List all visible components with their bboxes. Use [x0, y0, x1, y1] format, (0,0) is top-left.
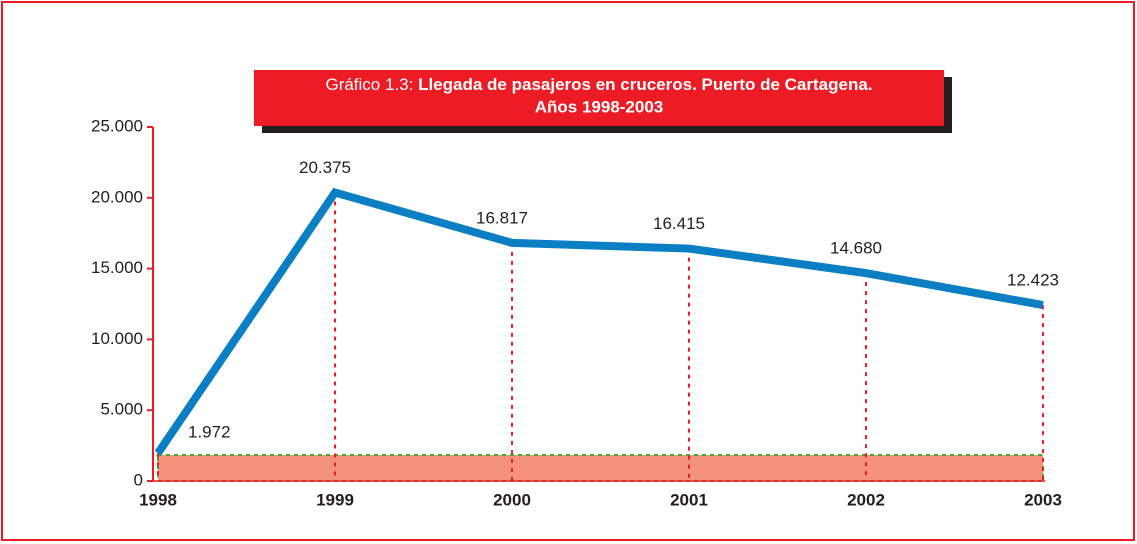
x-tick-label: 1998 [139, 490, 177, 509]
title-box [254, 70, 944, 126]
chart-title: Gráfico 1.3: Llegada de pasajeros en cru… [325, 75, 872, 94]
data-label: 16.817 [476, 208, 528, 227]
data-label: 12.423 [1007, 271, 1059, 290]
y-tick-label: 5.000 [100, 400, 143, 419]
y-tick-label: 10.000 [91, 329, 143, 348]
y-tick-label: 0 [134, 470, 143, 489]
y-tick-label: 20.000 [91, 187, 143, 206]
data-label: 16.415 [653, 214, 705, 233]
line-series [154, 187, 1044, 456]
title-prefix: Gráfico 1.3: [325, 75, 413, 94]
x-tick-label: 2003 [1024, 490, 1062, 509]
chart-subtitle: Años 1998-2003 [535, 97, 664, 116]
title-main: Llegada de pasajeros en cruceros. Puerto… [418, 75, 872, 94]
x-tick-label: 2000 [493, 490, 531, 509]
data-label: 14.680 [830, 239, 882, 258]
y-tick-label: 15.000 [91, 258, 143, 277]
y-tick-label: 25.000 [91, 116, 143, 135]
data-label: 1.972 [188, 423, 231, 442]
data-label: 20.375 [299, 158, 351, 177]
x-tick-label: 2002 [847, 490, 885, 509]
x-tick-label: 2001 [670, 490, 708, 509]
x-tick-label: 1999 [316, 490, 354, 509]
base-band [157, 454, 1044, 482]
